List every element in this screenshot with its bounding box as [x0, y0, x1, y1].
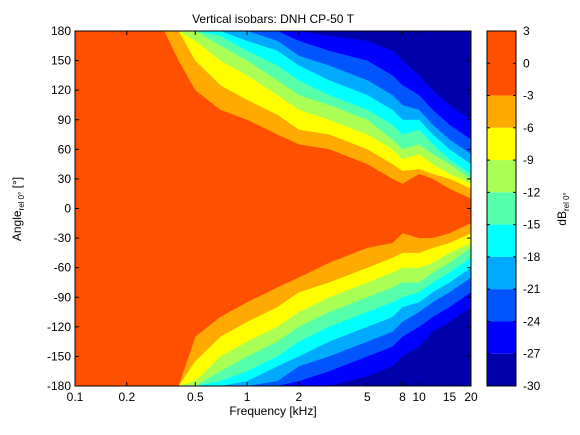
x-tick-label: 0.5: [187, 390, 204, 404]
x-tick-label: 10: [413, 390, 427, 404]
colorbar-swatch-2: [487, 127, 516, 161]
colorbar-tick-label: -30: [523, 379, 541, 393]
y-tick-label: -90: [54, 290, 72, 304]
y-axis-label-main: Angle: [10, 210, 24, 241]
y-axis-label-unit: [°]: [10, 177, 24, 192]
colorbar-swatch-9: [487, 353, 516, 386]
y-tick-label: 150: [51, 54, 71, 68]
colorbar-tick-label: -27: [523, 347, 541, 361]
y-axis-label-sub: rel 0°: [17, 192, 26, 211]
colorbar-swatch-6: [487, 256, 516, 290]
colorbar-swatch-4: [487, 192, 516, 225]
y-tick-label: 180: [51, 24, 71, 38]
colorbar-frame: [486, 30, 517, 387]
y-tick-label: -150: [47, 349, 71, 363]
colorbar-swatch-1: [487, 95, 516, 128]
colorbar-swatch-5: [487, 224, 516, 257]
x-tick-label: 20: [464, 390, 478, 404]
y-tick-label: -180: [47, 379, 71, 393]
colorbar-swatch-8: [487, 321, 516, 354]
colorbar-tick-label: -3: [523, 89, 534, 103]
x-tick-label: 1: [244, 390, 251, 404]
colorbar-tick-label: 0: [523, 56, 530, 70]
colorbar-swatch-7: [487, 289, 516, 322]
colorbar-tick-label: -24: [523, 314, 541, 328]
colorbar-tick-label: -21: [523, 282, 541, 296]
colorbar-tick-label: -12: [523, 185, 541, 199]
x-tick-label: 5: [364, 390, 371, 404]
y-tick-label: -120: [47, 320, 71, 334]
contour-level-8-upper: [75, 31, 471, 140]
y-tick-label: -30: [54, 231, 72, 245]
y-tick-label: 30: [58, 172, 72, 186]
colorbar-tick-label: -9: [523, 153, 534, 167]
x-tick-label: 8: [399, 390, 406, 404]
colorbar-tick-label: 3: [523, 24, 530, 38]
colorbar-tick-label: -6: [523, 121, 534, 135]
y-tick-label: 60: [58, 142, 72, 156]
y-axis-label: Anglerel 0° [°]: [10, 177, 26, 241]
colorbar-swatch-3: [487, 160, 516, 193]
contour-level-9-upper: [75, 31, 471, 120]
chart-title: Vertical isobars: DNH CP-50 T: [192, 12, 355, 26]
contour-level-8-lower: [75, 292, 471, 386]
y-axis: 180 150 120 90 60 30 0 -30 -60 -90 -120 -150 -180: [47, 24, 471, 393]
x-tick-label: 0.1: [67, 390, 84, 404]
colorbar-label-main: dB: [555, 211, 569, 226]
x-axis-label: Frequency [kHz]: [229, 404, 316, 418]
contour-level-9-lower: [75, 307, 471, 386]
colorbar-tick-label: -15: [523, 218, 541, 232]
x-tick-label: 0.2: [118, 390, 135, 404]
colorbar: [487, 31, 516, 386]
y-tick-label: 120: [51, 83, 71, 97]
y-tick-label: 90: [58, 113, 72, 127]
colorbar-label: dBrel 0°: [555, 192, 571, 225]
colorbar-swatch-0: [487, 31, 516, 96]
colorbar-tick-label: -18: [523, 250, 541, 264]
x-tick-label: 2: [296, 390, 303, 404]
plot-area: [75, 31, 471, 386]
x-axis: 0.1 0.2 0.5 1 2 5 8 10 15 20: [67, 31, 478, 404]
colorbar-label-sub: rel 0°: [562, 192, 571, 211]
colorbar-ticks: 3 0 -3 -6 -9 -12 -15 -18 -21 -24 -27 -30: [487, 24, 541, 393]
y-tick-label: -60: [54, 261, 72, 275]
y-tick-label: 0: [64, 202, 71, 216]
x-tick-label: 15: [443, 390, 457, 404]
